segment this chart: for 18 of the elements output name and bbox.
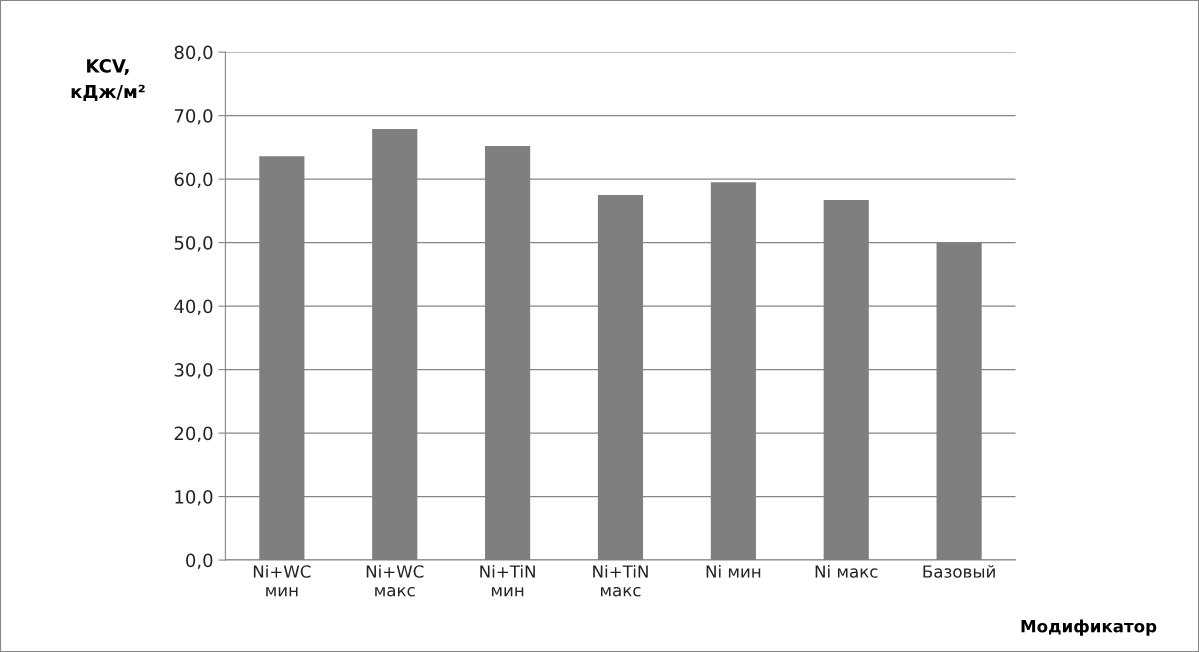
y-tick-label: 20,0 xyxy=(174,426,213,443)
y-tick-label: 80,0 xyxy=(174,45,213,62)
x-tick-label: Ni+WC макс xyxy=(366,564,424,597)
y-axis-title: KCV, кДж/м² xyxy=(71,59,145,101)
x-tick-label: Базовый xyxy=(923,565,995,578)
y-tick-label: 30,0 xyxy=(174,363,213,379)
y-tick-label: 0,0 xyxy=(186,553,213,570)
y-tick-label: 70,0 xyxy=(174,109,213,125)
x-tick-label: Ni+WC мин xyxy=(253,564,311,597)
y-tick-label: 10,0 xyxy=(175,490,213,506)
x-tick-label: Ni+TiN макс xyxy=(593,564,648,597)
y-tick-label: 60,0 xyxy=(174,172,213,189)
x-tick-label: Ni+TiN мин xyxy=(480,564,535,597)
x-axis-title: Модификатор xyxy=(1021,619,1157,636)
x-tick-label: Ni макс xyxy=(815,564,878,578)
y-tick-label: 50,0 xyxy=(174,236,213,252)
x-tick-label: Ni мин xyxy=(706,564,761,578)
y-tick-label: 40,0 xyxy=(174,299,213,316)
